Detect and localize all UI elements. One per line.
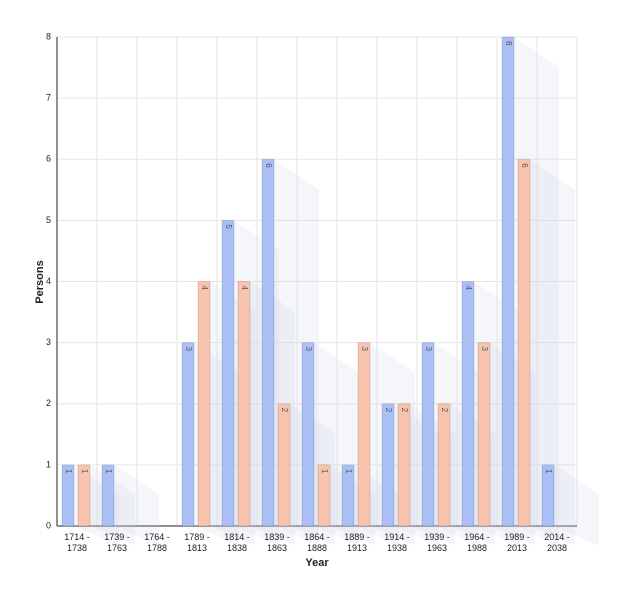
x-tick-label: 1964 - 1988 (464, 532, 490, 553)
x-tick-label: 1814 - 1838 (224, 532, 250, 553)
data-label: 1 (320, 469, 329, 474)
y-tick-label: 5 (46, 215, 51, 225)
bar (341, 464, 355, 527)
bar (421, 342, 435, 527)
x-tick-label: 1789 - 1813 (184, 532, 210, 553)
x-tick-label: 1939 - 1963 (424, 532, 450, 553)
bar (541, 464, 555, 527)
bar (381, 403, 395, 527)
data-label: 3 (304, 347, 313, 352)
bar (277, 403, 291, 527)
data-label: 5 (224, 224, 233, 229)
bar (77, 464, 91, 527)
bar (61, 464, 75, 527)
bar-shadow (554, 464, 599, 546)
y-tick-label: 3 (46, 337, 51, 347)
x-tick-label: 1864 - 1888 (304, 532, 330, 553)
y-tick-label: 7 (46, 93, 51, 103)
x-tick-label: 1889 - 1913 (344, 532, 370, 553)
data-label: 2 (384, 408, 393, 413)
x-tick-label: 2014 - 2038 (544, 532, 570, 553)
data-label: 3 (480, 347, 489, 352)
data-label: 1 (64, 469, 73, 474)
data-label: 1 (104, 469, 113, 474)
x-tick-label: 1839 - 1863 (264, 532, 290, 553)
data-label: 2 (280, 408, 289, 413)
data-label: 2 (400, 408, 409, 413)
bar (357, 342, 371, 527)
y-tick-label: 6 (46, 154, 51, 164)
y-tick-label: 0 (46, 520, 51, 530)
bar (397, 403, 411, 527)
bar-shadow (114, 464, 159, 546)
y-tick-label: 4 (46, 276, 51, 286)
data-label: 3 (424, 347, 433, 352)
data-label: 4 (464, 286, 473, 291)
x-tick-label: 1764 - 1788 (144, 532, 170, 553)
data-label: 2 (440, 408, 449, 413)
data-label: 1 (344, 469, 353, 474)
bar (237, 281, 251, 527)
y-tick-label: 2 (46, 398, 51, 408)
bar (501, 36, 515, 527)
y-tick-label: 1 (46, 459, 51, 469)
data-label: 4 (200, 286, 209, 291)
bar (517, 158, 531, 527)
bar (461, 281, 475, 527)
bar-shadow (530, 159, 575, 546)
bar (477, 342, 491, 527)
bar (261, 158, 275, 527)
bar (301, 342, 315, 527)
y-tick-label: 8 (46, 31, 51, 41)
x-axis-label: Year (305, 557, 329, 569)
x-tick-label: 1739 - 1763 (104, 532, 130, 553)
bar (317, 464, 331, 527)
data-label: 1 (544, 469, 553, 474)
bar (181, 342, 195, 527)
bar (221, 219, 235, 527)
data-label: 1 (80, 469, 89, 474)
bar (197, 281, 211, 527)
bar (101, 464, 115, 527)
data-label: 3 (360, 347, 369, 352)
x-tick-label: 1914 - 1938 (384, 532, 410, 553)
x-tick-label: 1989 - 2013 (504, 532, 530, 553)
data-label: 6 (264, 163, 273, 168)
data-label: 6 (520, 163, 529, 168)
y-axis-label: Persons (34, 260, 46, 303)
x-tick-label: 1714 - 1738 (64, 532, 90, 553)
data-label: 8 (504, 41, 513, 46)
bar (437, 403, 451, 527)
data-label: 4 (240, 286, 249, 291)
data-label: 3 (184, 347, 193, 352)
